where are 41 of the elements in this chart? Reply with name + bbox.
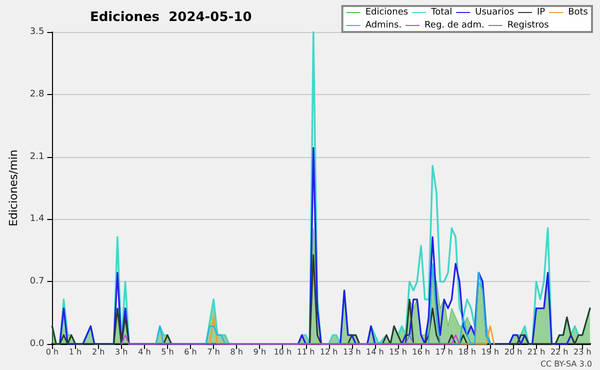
- x-tick-label: 2 h: [92, 348, 105, 356]
- x-tick-label: 4 h: [138, 348, 151, 356]
- y-tick-label: 0.7: [30, 276, 44, 287]
- y-tick-label: 2.1: [30, 152, 44, 162]
- x-tick-label: 6 h: [184, 348, 197, 356]
- legend-label: Bots: [568, 8, 588, 18]
- legend-label: IP: [537, 8, 546, 18]
- x-tick-label: 22 h: [550, 348, 568, 356]
- x-tick-label: 8 h: [230, 348, 243, 356]
- x-tick-label: 20 h: [504, 348, 522, 356]
- x-tick-label: 3 h: [115, 348, 128, 356]
- x-tick-label: 19 h: [481, 348, 500, 356]
- x-tick-label: 5 h: [161, 348, 174, 356]
- x-tick-label: 15 h: [389, 348, 407, 356]
- x-tick-label: 12 h: [320, 348, 338, 356]
- legend-label: Total: [430, 8, 452, 18]
- legend-label: Usuarios: [475, 8, 514, 18]
- y-tick-label: 3.5: [30, 27, 44, 37]
- x-tick-label: 1 h: [68, 348, 82, 356]
- legend-label: Ediciones: [365, 8, 408, 18]
- y-tick-label: 1.4: [30, 214, 44, 224]
- x-tick-label: 10 h: [274, 348, 292, 356]
- legend-label: Registros: [507, 20, 550, 30]
- x-tick-label: 11 h: [296, 348, 315, 356]
- chart-title: Ediciones 2024-05-10: [90, 10, 252, 25]
- x-tick-label: 21 h: [527, 348, 546, 356]
- x-tick-label: 18 h: [458, 348, 476, 356]
- x-tick-label: 13 h: [342, 348, 361, 356]
- x-tick-label: 16 h: [412, 348, 430, 356]
- x-tick-label: 0 h: [46, 348, 59, 356]
- x-tick-label: 17 h: [435, 348, 453, 356]
- legend-label: Admins.: [365, 20, 402, 30]
- y-axis-title: Ediciones/min: [7, 150, 20, 226]
- legend-label: Reg. de adm.: [424, 20, 484, 30]
- y-tick-label: 2.8: [30, 89, 44, 100]
- y-tick-label: 0.0: [30, 339, 44, 349]
- x-tick-label: 14 h: [366, 348, 384, 356]
- x-tick-label: 9 h: [253, 348, 266, 356]
- text: CC BY-SA 3.0: [540, 360, 592, 368]
- x-tick-label: 7 h: [207, 348, 220, 356]
- x-tick-label: 23 h: [573, 348, 592, 356]
